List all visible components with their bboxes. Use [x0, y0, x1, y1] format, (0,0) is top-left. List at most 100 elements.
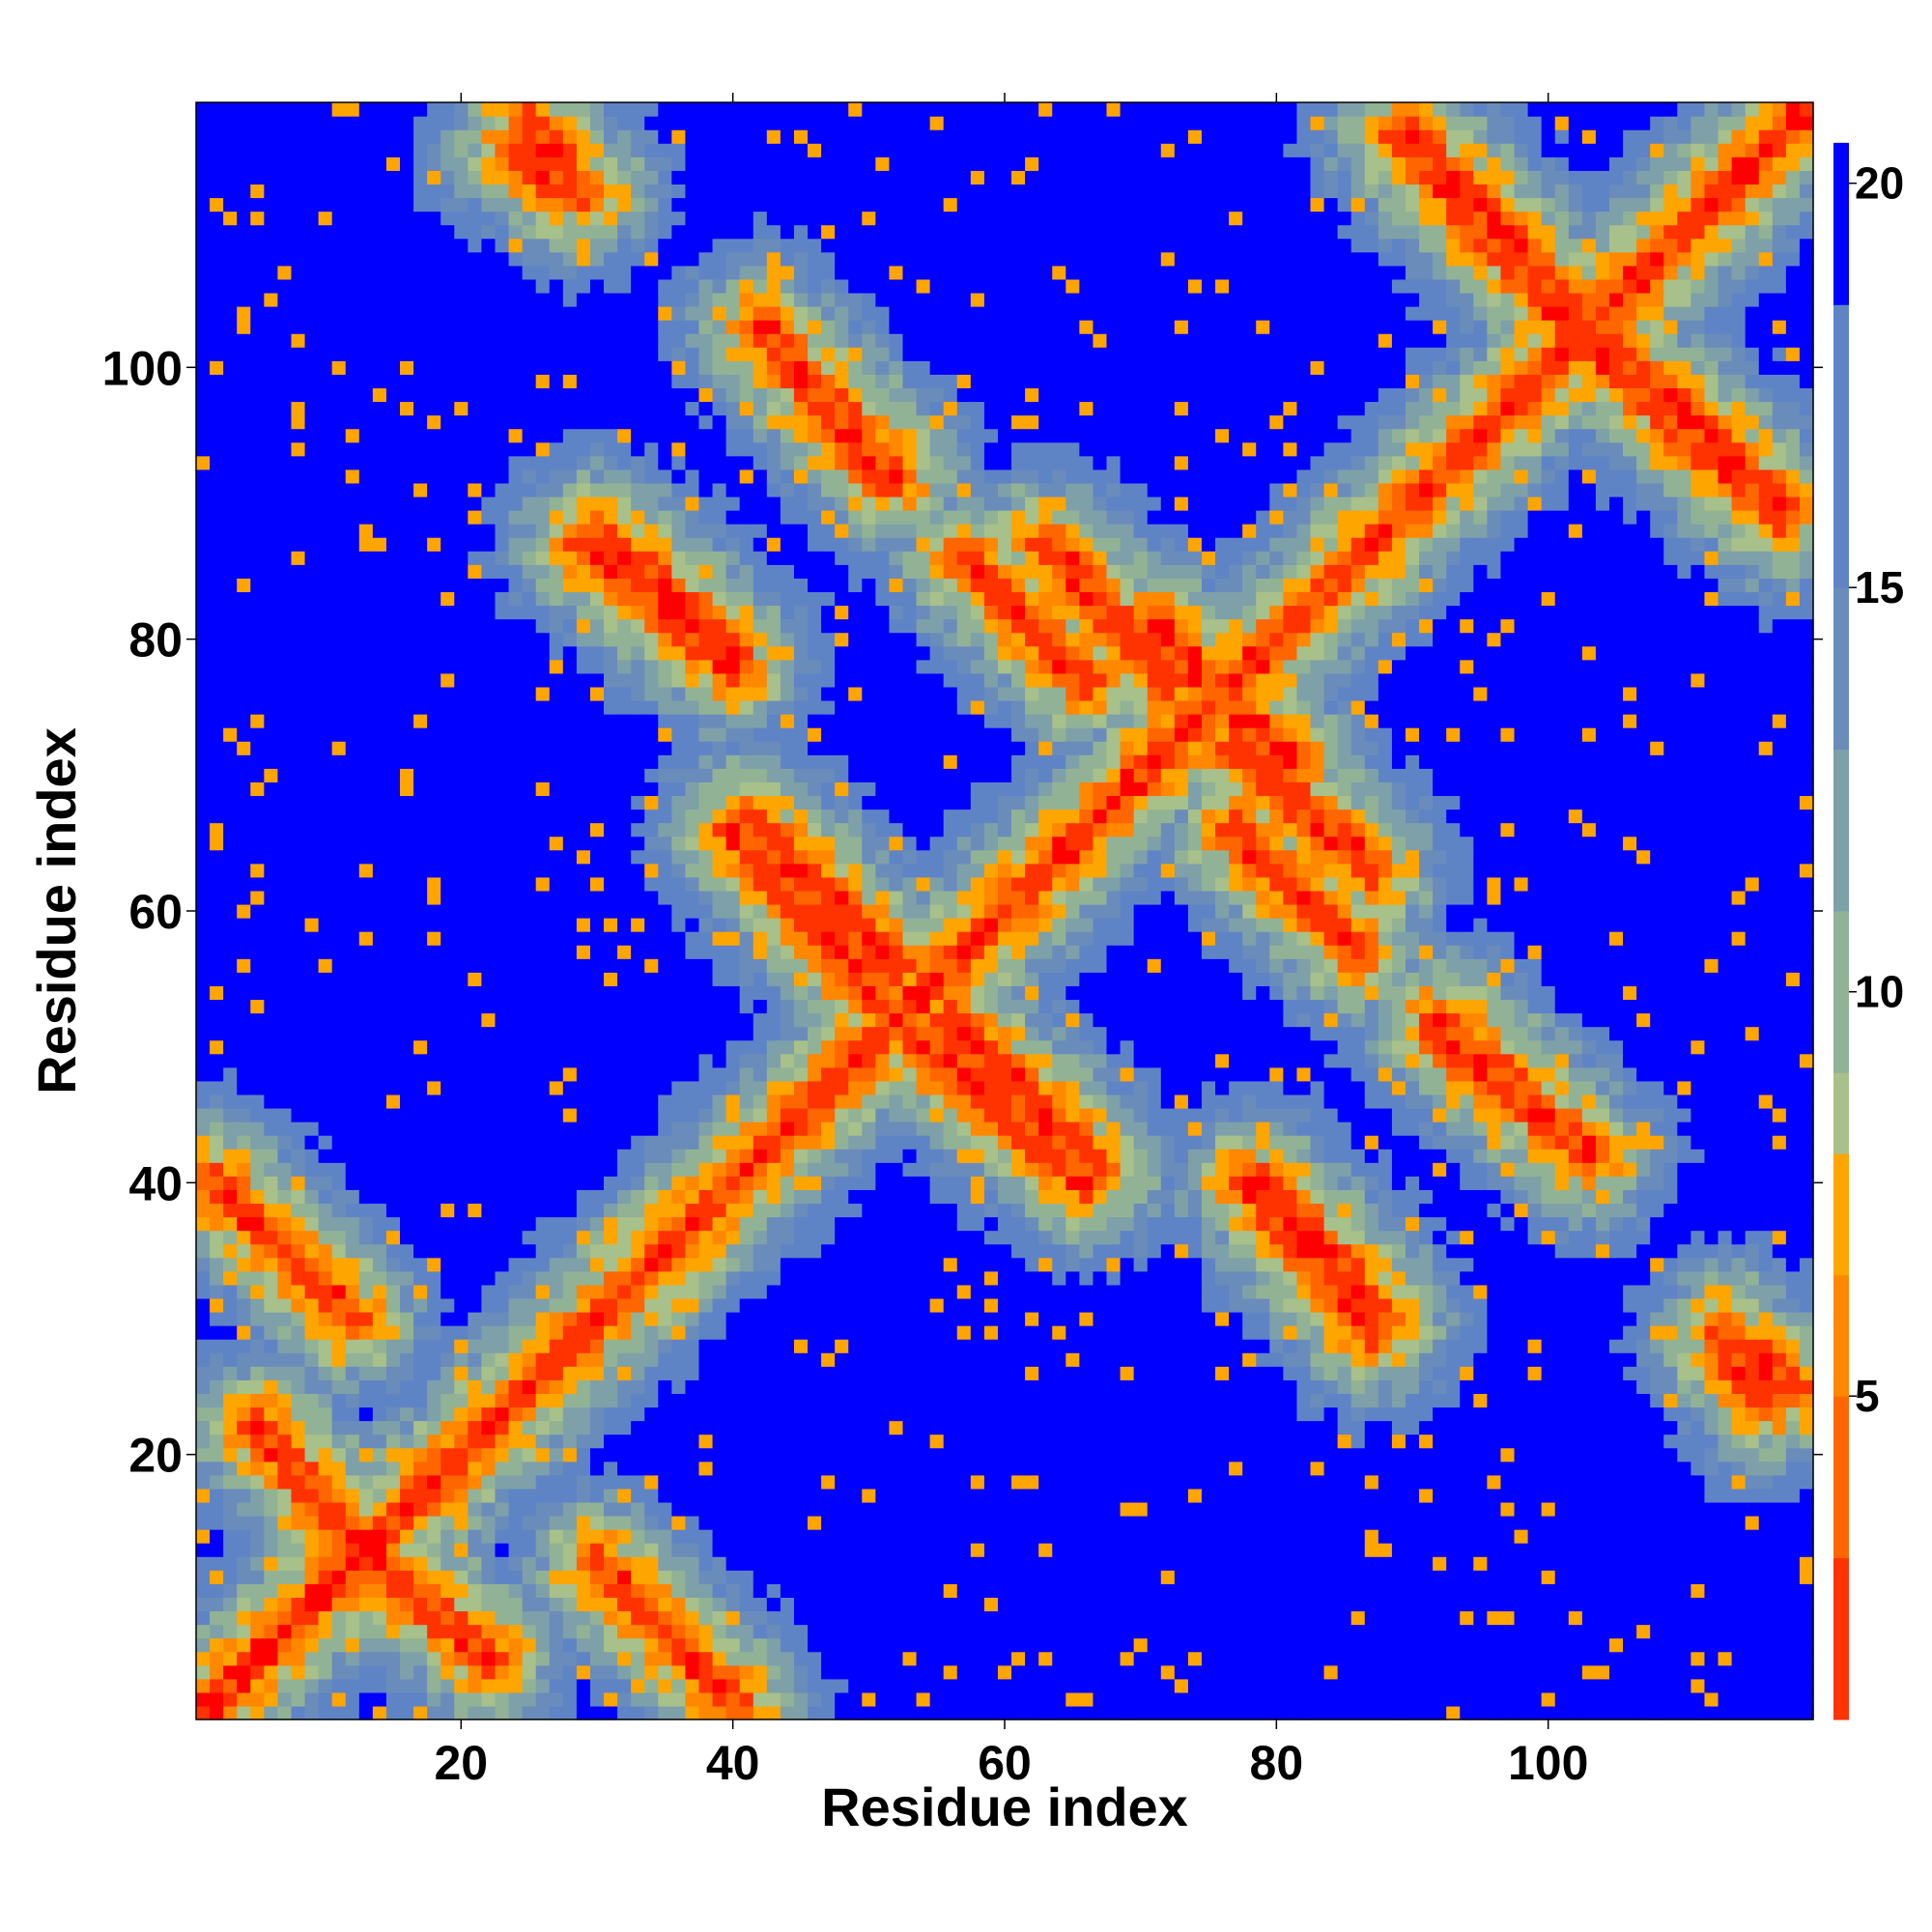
heatmap-cell — [237, 645, 251, 661]
heatmap-cell — [331, 320, 347, 334]
heatmap-cell — [358, 727, 374, 742]
heatmap-cell — [400, 347, 414, 361]
heatmap-cell — [454, 524, 469, 538]
heatmap-cell — [589, 1691, 605, 1707]
heatmap-cell — [1608, 1570, 1624, 1584]
heatmap-cell — [196, 1515, 211, 1530]
heatmap-cell — [413, 1230, 428, 1245]
heatmap-cell — [916, 1624, 931, 1639]
heatmap-cell — [1758, 1583, 1774, 1598]
heatmap-cell — [223, 918, 238, 932]
heatmap-cell — [237, 251, 251, 267]
heatmap-cell — [1568, 1543, 1583, 1557]
heatmap-cell — [331, 876, 347, 892]
heatmap-cell — [400, 659, 414, 674]
heatmap-cell — [997, 1556, 1012, 1571]
heatmap-cell — [1256, 1543, 1270, 1557]
heatmap-cell — [1718, 1583, 1733, 1598]
heatmap-cell — [358, 184, 374, 199]
heatmap-cell — [385, 1624, 401, 1639]
heatmap-cell — [413, 1624, 428, 1639]
heatmap-cell — [1636, 1543, 1651, 1557]
heatmap-cell — [440, 401, 455, 416]
heatmap-cell — [698, 1461, 714, 1476]
heatmap-cell — [196, 618, 211, 634]
heatmap-cell — [943, 1637, 958, 1653]
heatmap-cell — [358, 306, 374, 321]
heatmap-cell — [427, 1610, 441, 1626]
heatmap-cell — [468, 578, 483, 593]
heatmap-cell — [345, 537, 360, 552]
heatmap-cell — [291, 482, 306, 497]
heatmap-cell — [385, 632, 401, 647]
heatmap-cell — [1595, 1583, 1610, 1598]
heatmap-cell — [1256, 1406, 1270, 1422]
heatmap-cell — [210, 809, 224, 824]
heatmap-cell — [753, 1651, 768, 1666]
heatmap-cell — [1052, 1488, 1066, 1503]
heatmap-cell — [658, 1488, 672, 1503]
heatmap-cell — [1350, 1420, 1366, 1435]
heatmap-cell — [481, 699, 497, 715]
heatmap-cell — [291, 1053, 306, 1068]
heatmap-cell — [1718, 1610, 1733, 1626]
heatmap-cell — [413, 836, 428, 851]
heatmap-cell — [250, 945, 265, 959]
heatmap-cell — [725, 1678, 741, 1693]
heatmap-cell — [196, 699, 211, 715]
heatmap-cell — [318, 809, 333, 824]
heatmap-cell — [1215, 1610, 1230, 1626]
heatmap-cell — [331, 251, 347, 267]
heatmap-cell — [291, 564, 306, 579]
heatmap-cell — [318, 945, 333, 959]
heatmap-cell — [454, 197, 469, 213]
heatmap-cell — [427, 224, 441, 240]
heatmap-cell — [277, 1597, 293, 1612]
heatmap-cell — [358, 931, 374, 946]
heatmap-cell — [1460, 1406, 1474, 1422]
heatmap-cell — [331, 1379, 347, 1394]
heatmap-cell — [1350, 1543, 1366, 1557]
heatmap-cell — [427, 1624, 441, 1639]
heatmap-cell — [495, 727, 510, 742]
heatmap-cell — [291, 1543, 306, 1557]
heatmap-cell — [385, 849, 401, 865]
heatmap-cell — [617, 1556, 632, 1571]
heatmap-cell — [250, 591, 265, 607]
heatmap-cell — [454, 1447, 469, 1463]
heatmap-cell — [427, 1529, 441, 1544]
heatmap-cell — [1745, 1488, 1760, 1503]
heatmap-cell — [1025, 1624, 1039, 1639]
heatmap-cell — [400, 510, 414, 525]
heatmap-cell — [440, 1691, 455, 1707]
heatmap-cell — [481, 1556, 497, 1571]
heatmap-cell — [468, 876, 483, 892]
heatmap-cell — [318, 197, 333, 213]
heatmap-cell — [1690, 1461, 1706, 1476]
heatmap-cell — [495, 999, 510, 1014]
heatmap-cell — [1296, 1637, 1312, 1653]
heatmap-cell — [821, 1406, 836, 1422]
heatmap-cell — [1106, 1515, 1122, 1530]
heatmap-cell — [318, 184, 333, 199]
heatmap-cell — [1405, 1597, 1420, 1612]
heatmap-cell — [210, 1624, 224, 1639]
heatmap-cell — [481, 1705, 497, 1720]
heatmap-cell — [291, 1366, 306, 1380]
heatmap-cell — [331, 1393, 347, 1408]
heatmap-cell — [1038, 1515, 1053, 1530]
heatmap-cell — [318, 1176, 333, 1190]
heatmap-cell — [331, 1311, 347, 1326]
heatmap-cell — [385, 1080, 401, 1095]
heatmap-cell — [372, 414, 387, 430]
heatmap-cell — [1350, 1529, 1366, 1544]
heatmap-cell — [1025, 1420, 1039, 1435]
heatmap-cell — [739, 1624, 754, 1639]
heatmap-cell — [725, 1488, 741, 1503]
heatmap-cell — [1242, 1488, 1257, 1503]
heatmap-cell — [1283, 1691, 1298, 1707]
heatmap-cell — [808, 1651, 822, 1666]
heatmap-cell — [1446, 1691, 1461, 1707]
heatmap-cell — [780, 1691, 795, 1707]
heatmap-cell — [821, 1624, 836, 1639]
